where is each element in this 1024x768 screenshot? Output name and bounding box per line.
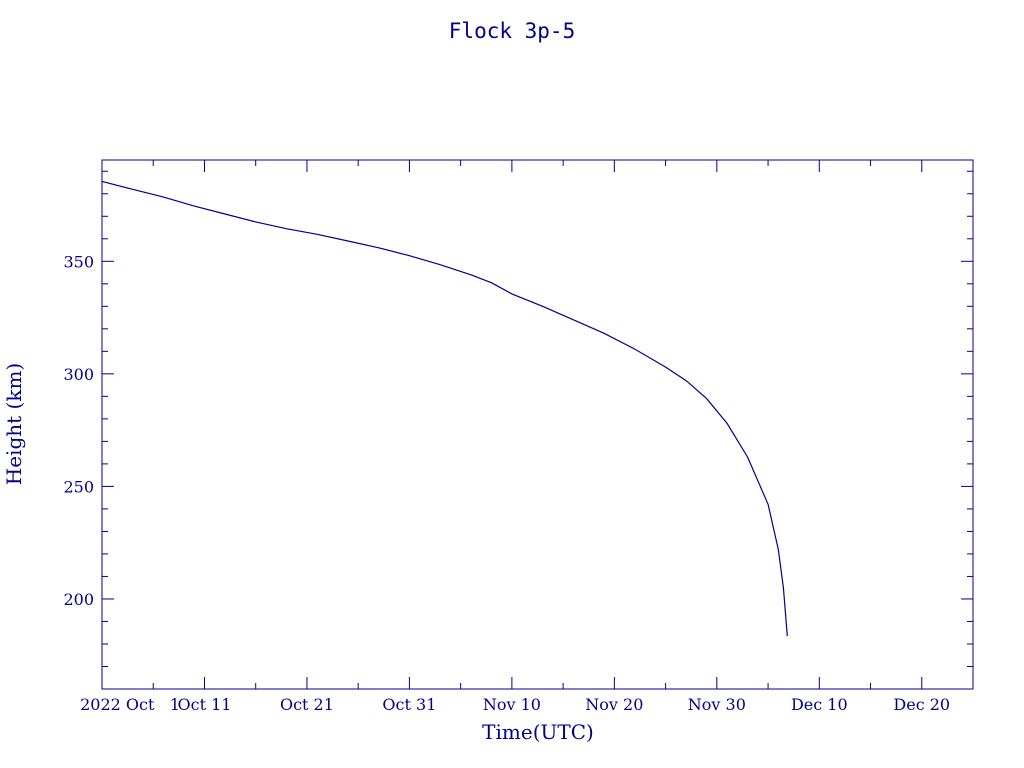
- x-tick-label: Dec 20: [893, 695, 950, 714]
- x-tick-label: Nov 20: [585, 695, 643, 714]
- x-tick-label: Nov 10: [483, 695, 541, 714]
- y-tick-label: 350: [63, 252, 94, 271]
- x-tick-label: Oct 21: [280, 695, 334, 714]
- x-tick-label: Oct 11: [177, 695, 231, 714]
- y-axis-label: Height (km): [2, 363, 26, 485]
- plot-frame: [101, 159, 974, 690]
- x-tick-label: Nov 30: [688, 695, 746, 714]
- x-tick-label: Dec 10: [791, 695, 848, 714]
- x-tick-label: Oct 31: [382, 695, 436, 714]
- y-tick-label: 250: [63, 477, 94, 496]
- height-series-line: [101, 180, 788, 637]
- x-tick-label: 2022 Oct 1: [80, 695, 180, 714]
- x-axis-label: Time(UTC): [482, 720, 594, 744]
- y-axis-ticks: 200 250 300 350: [63, 170, 973, 667]
- series-layer: [101, 180, 788, 637]
- y-tick-label: 200: [63, 590, 94, 609]
- y-tick-label: 300: [63, 365, 94, 384]
- chart-title: Flock 3p-5: [449, 19, 575, 43]
